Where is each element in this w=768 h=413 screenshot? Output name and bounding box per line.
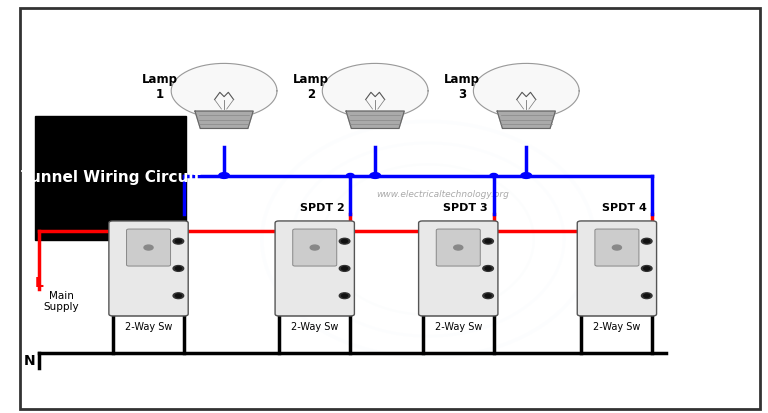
Polygon shape: [323, 64, 428, 118]
Circle shape: [641, 238, 652, 244]
Circle shape: [483, 293, 493, 299]
Circle shape: [342, 267, 348, 270]
Polygon shape: [195, 111, 253, 128]
Circle shape: [219, 173, 230, 178]
FancyBboxPatch shape: [109, 221, 188, 316]
Circle shape: [454, 245, 463, 250]
Text: 2-Way Sw: 2-Way Sw: [291, 322, 339, 332]
Text: 2-Way Sw: 2-Way Sw: [435, 322, 482, 332]
Circle shape: [346, 173, 354, 178]
Circle shape: [175, 294, 181, 297]
Polygon shape: [497, 111, 555, 128]
Circle shape: [310, 245, 319, 250]
Circle shape: [339, 293, 350, 299]
Text: 2-Way Sw: 2-Way Sw: [125, 322, 172, 332]
FancyBboxPatch shape: [595, 229, 639, 266]
FancyBboxPatch shape: [419, 221, 498, 316]
Text: L: L: [35, 276, 44, 290]
Text: SPDT 4: SPDT 4: [601, 203, 647, 213]
Text: SPDT 1: SPDT 1: [134, 203, 178, 213]
Circle shape: [339, 266, 350, 271]
Circle shape: [173, 238, 184, 244]
Text: SPDT 3: SPDT 3: [443, 203, 488, 213]
Text: Tunnel Wiring Circuit: Tunnel Wiring Circuit: [21, 170, 200, 185]
Circle shape: [173, 266, 184, 271]
Circle shape: [339, 238, 350, 244]
Circle shape: [644, 240, 650, 243]
Circle shape: [485, 267, 491, 270]
Circle shape: [485, 240, 491, 243]
Circle shape: [490, 173, 498, 178]
Circle shape: [521, 173, 531, 178]
Circle shape: [175, 267, 181, 270]
Circle shape: [485, 294, 491, 297]
FancyBboxPatch shape: [35, 116, 187, 240]
FancyBboxPatch shape: [275, 221, 354, 316]
Circle shape: [144, 245, 153, 250]
Text: Lamp
3: Lamp 3: [444, 73, 480, 101]
Circle shape: [644, 267, 650, 270]
FancyBboxPatch shape: [436, 229, 480, 266]
Text: 2-Way Sw: 2-Way Sw: [593, 322, 641, 332]
Text: Lamp
1: Lamp 1: [142, 73, 178, 101]
Circle shape: [644, 294, 650, 297]
Circle shape: [641, 266, 652, 271]
Polygon shape: [346, 111, 404, 128]
Polygon shape: [171, 64, 277, 118]
Text: N: N: [23, 354, 35, 368]
Circle shape: [483, 266, 493, 271]
Text: www.electricaltechnology.org: www.electricaltechnology.org: [377, 190, 510, 199]
Text: Lamp
2: Lamp 2: [293, 73, 329, 101]
Text: Main
Supply: Main Supply: [44, 291, 79, 312]
FancyBboxPatch shape: [127, 229, 170, 266]
Circle shape: [612, 245, 621, 250]
Circle shape: [173, 293, 184, 299]
Polygon shape: [473, 64, 579, 118]
Text: SPDT 2: SPDT 2: [300, 203, 344, 213]
FancyBboxPatch shape: [578, 221, 657, 316]
FancyBboxPatch shape: [293, 229, 336, 266]
Circle shape: [483, 238, 493, 244]
Circle shape: [342, 240, 348, 243]
Circle shape: [641, 293, 652, 299]
Circle shape: [370, 173, 380, 178]
Circle shape: [342, 294, 348, 297]
Circle shape: [175, 240, 181, 243]
